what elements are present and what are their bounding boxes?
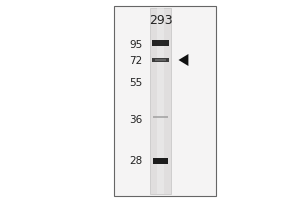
Bar <box>153 158 168 164</box>
Bar <box>114 6 216 196</box>
Bar <box>153 116 168 118</box>
Bar <box>150 8 171 194</box>
Bar <box>155 59 166 61</box>
Text: 28: 28 <box>129 156 142 166</box>
Text: 293: 293 <box>149 14 172 27</box>
Bar <box>152 58 169 62</box>
Bar <box>157 8 164 194</box>
Text: 72: 72 <box>129 56 142 66</box>
Text: 36: 36 <box>129 115 142 125</box>
Polygon shape <box>178 54 188 66</box>
Text: 95: 95 <box>129 40 142 50</box>
Bar <box>152 40 169 46</box>
Text: 55: 55 <box>129 78 142 88</box>
